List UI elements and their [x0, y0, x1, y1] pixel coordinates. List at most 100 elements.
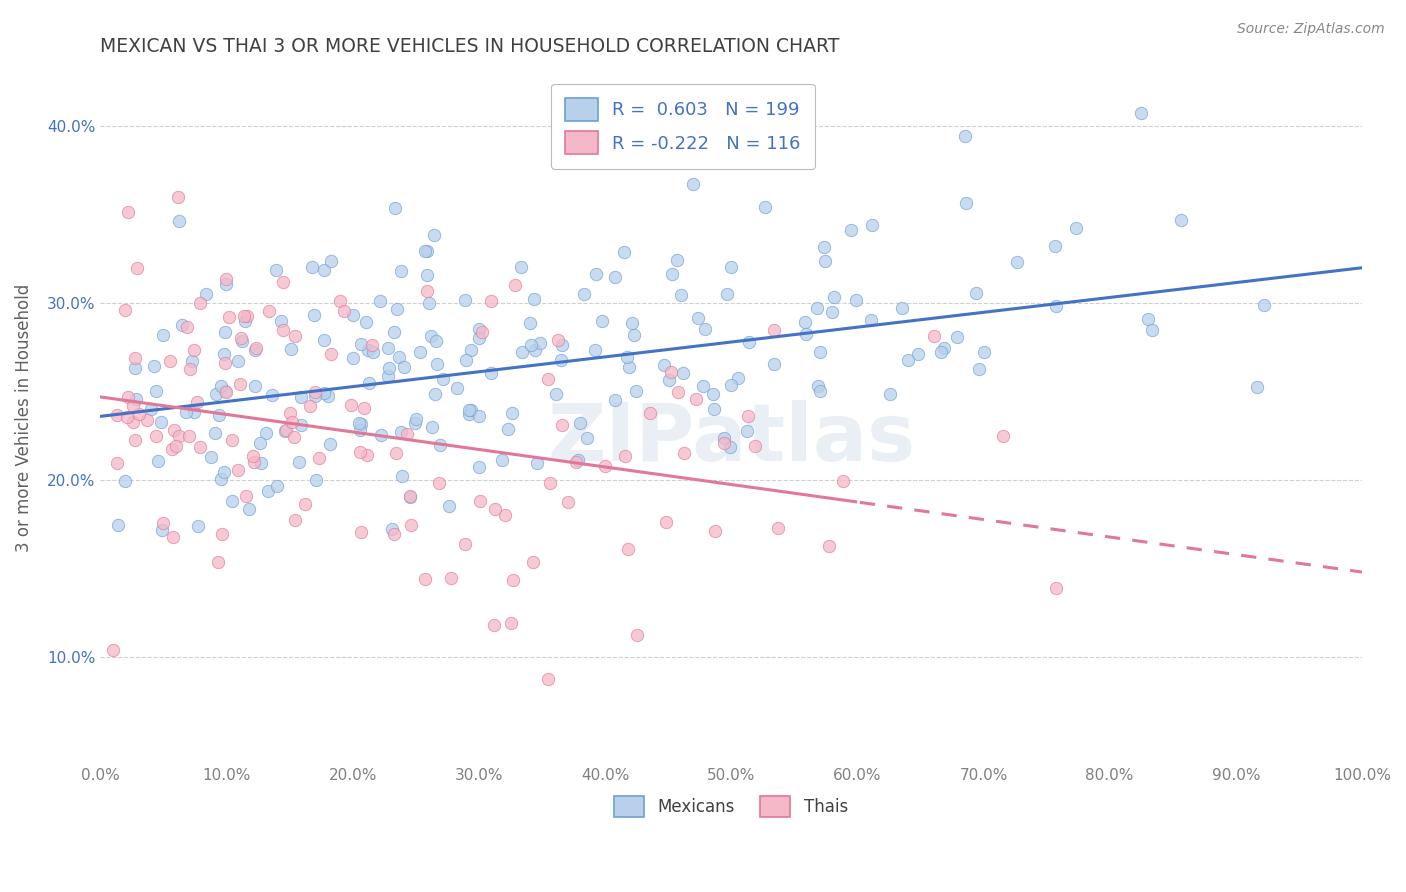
Point: [214, 325, 236, 339]
Point: [179, 362, 201, 376]
Point: [1170, 213, 1192, 227]
Point: [762, 323, 785, 337]
Point: [419, 328, 441, 343]
Point: [162, 530, 184, 544]
Point: [845, 293, 868, 308]
Point: [382, 527, 405, 541]
Point: [107, 518, 129, 533]
Point: [544, 387, 567, 401]
Point: [117, 390, 139, 404]
Point: [226, 463, 249, 477]
Text: ZIPatlas: ZIPatlas: [547, 400, 915, 478]
Point: [551, 338, 574, 352]
Point: [368, 293, 391, 308]
Point: [177, 429, 200, 443]
Point: [319, 347, 342, 361]
Point: [342, 351, 364, 365]
Point: [638, 406, 661, 420]
Point: [354, 315, 377, 329]
Point: [616, 350, 638, 364]
Point: [496, 422, 519, 436]
Point: [808, 344, 831, 359]
Point: [232, 310, 254, 324]
Point: [685, 392, 707, 406]
Point: [468, 331, 491, 345]
Point: [471, 325, 494, 339]
Point: [243, 455, 266, 469]
Point: [174, 404, 197, 418]
Point: [659, 365, 682, 379]
Point: [305, 473, 328, 487]
Point: [860, 218, 883, 232]
Point: [501, 406, 523, 420]
Point: [274, 423, 297, 437]
Point: [416, 284, 439, 298]
Point: [128, 407, 150, 421]
Text: Source: ZipAtlas.com: Source: ZipAtlas.com: [1237, 22, 1385, 37]
Point: [423, 387, 446, 401]
Point: [720, 378, 742, 392]
Point: [274, 424, 297, 438]
Point: [1140, 323, 1163, 337]
Point: [349, 423, 371, 437]
Point: [437, 499, 460, 513]
Point: [266, 479, 288, 493]
Point: [718, 440, 741, 454]
Point: [415, 268, 437, 282]
Point: [304, 384, 326, 399]
Point: [1045, 239, 1067, 253]
Point: [287, 455, 309, 469]
Point: [494, 508, 516, 522]
Point: [537, 672, 560, 686]
Point: [214, 384, 236, 398]
Point: [221, 493, 243, 508]
Point: [658, 374, 681, 388]
Point: [280, 342, 302, 356]
Point: [290, 418, 312, 433]
Point: [231, 334, 253, 348]
Point: [270, 313, 292, 327]
Point: [176, 320, 198, 334]
Point: [257, 484, 280, 499]
Point: [186, 395, 208, 409]
Point: [585, 267, 607, 281]
Point: [420, 420, 443, 434]
Legend: Mexicans, Thais: Mexicans, Thais: [607, 789, 855, 824]
Point: [280, 415, 302, 429]
Point: [768, 521, 790, 535]
Point: [482, 618, 505, 632]
Point: [839, 223, 862, 237]
Point: [932, 341, 955, 355]
Point: [124, 361, 146, 376]
Point: [152, 516, 174, 531]
Point: [314, 333, 336, 347]
Point: [394, 359, 416, 374]
Point: [353, 401, 375, 416]
Point: [574, 287, 596, 301]
Point: [672, 367, 695, 381]
Point: [538, 475, 561, 490]
Point: [907, 347, 929, 361]
Point: [672, 446, 695, 460]
Point: [215, 277, 238, 291]
Point: [713, 431, 735, 445]
Point: [432, 372, 454, 386]
Point: [238, 502, 260, 516]
Point: [124, 434, 146, 448]
Point: [229, 331, 252, 345]
Point: [389, 264, 412, 278]
Point: [308, 450, 330, 465]
Point: [686, 310, 709, 325]
Point: [568, 416, 591, 430]
Point: [319, 254, 342, 268]
Point: [425, 334, 447, 348]
Point: [377, 368, 399, 383]
Point: [1064, 220, 1087, 235]
Point: [720, 260, 742, 274]
Point: [503, 277, 526, 292]
Point: [623, 327, 645, 342]
Point: [316, 389, 339, 403]
Point: [235, 489, 257, 503]
Point: [290, 390, 312, 404]
Point: [823, 289, 845, 303]
